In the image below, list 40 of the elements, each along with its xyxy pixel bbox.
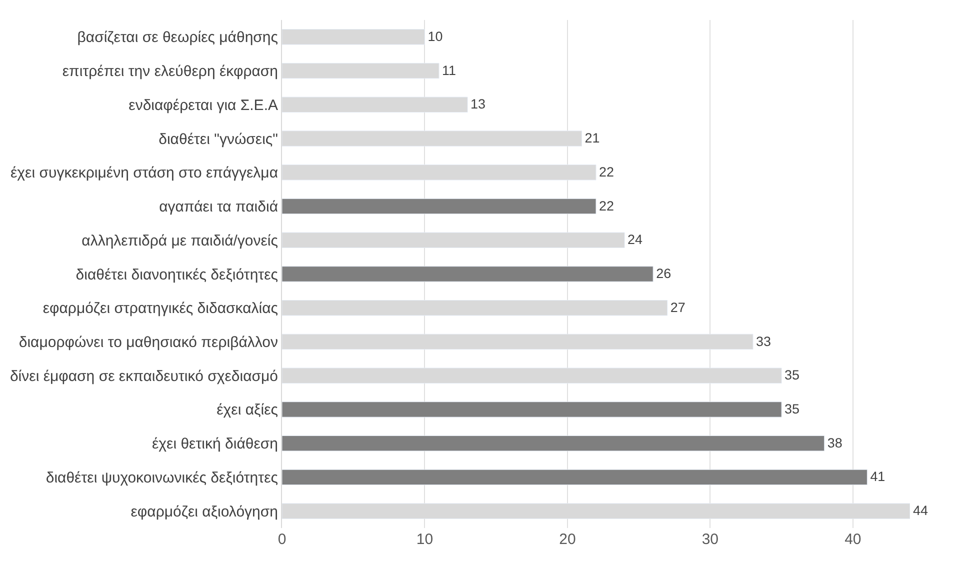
data-label: 35 <box>784 368 800 383</box>
data-label: 35 <box>784 402 800 417</box>
y-tick-label: διαθέτει διανοητικές δεξιότητες <box>76 266 278 284</box>
data-label: 11 <box>442 62 456 78</box>
data-label: 13 <box>470 96 486 112</box>
data-label: 26 <box>656 266 672 282</box>
y-tick-label: εφαρμόζει αξιολόγηση <box>130 503 278 520</box>
data-label: 41 <box>870 469 886 484</box>
y-tick-label: έχει αξίες <box>216 402 278 419</box>
x-tick-label: 20 <box>559 531 576 548</box>
y-tick-label: αγαπάει τα παιδιά <box>159 198 278 216</box>
y-tick-label: αλληλεπιδρά με παιδιά/γονείς <box>82 232 278 250</box>
data-label: 38 <box>827 435 842 450</box>
bar <box>282 198 596 214</box>
y-tick-label: διαθέτει ψυχοκοινωνικές δεξιότητες <box>46 469 278 486</box>
bar <box>282 402 782 418</box>
data-label: 33 <box>756 334 771 349</box>
x-tick-label: 40 <box>844 531 862 548</box>
x-tick-label: 0 <box>278 531 286 548</box>
y-tick-label: έχει συγκεκριμένη στάση στο επάγγελμα <box>10 164 278 182</box>
data-label: 21 <box>584 130 600 146</box>
data-label: 27 <box>670 300 686 315</box>
data-label: 22 <box>599 164 614 180</box>
x-tick-label: 10 <box>416 531 434 548</box>
y-tick-label: ενδιαφέρεται για Σ.Ε.Α <box>128 96 278 114</box>
bar <box>282 435 825 452</box>
x-tick-label: 30 <box>702 531 719 548</box>
data-label: 24 <box>628 232 644 248</box>
y-tick-label: διαθέτει "γνώσεις" <box>158 130 278 148</box>
y-tick-label: εφαρμόζει στρατηγικές διδασκαλίας <box>42 300 278 318</box>
y-tick-label: δίνει έμφαση σε εκπαιδευτικό σχεδιασμό <box>10 368 278 385</box>
bar <box>282 469 868 486</box>
y-tick-label: διαμορφώνει το μαθησιακό περιβάλλον <box>18 334 278 351</box>
bar <box>282 266 654 282</box>
data-label: 44 <box>913 503 928 518</box>
y-tick-label: έχει θετική διάθεση <box>152 436 278 453</box>
y-tick-label: επιτρέπει την ελεύθερη έκφραση <box>62 63 278 80</box>
data-label: 10 <box>428 28 443 44</box>
data-label: 22 <box>599 198 614 214</box>
y-tick-label: βασίζεται σε θεωρίες μάθησης <box>77 29 278 46</box>
